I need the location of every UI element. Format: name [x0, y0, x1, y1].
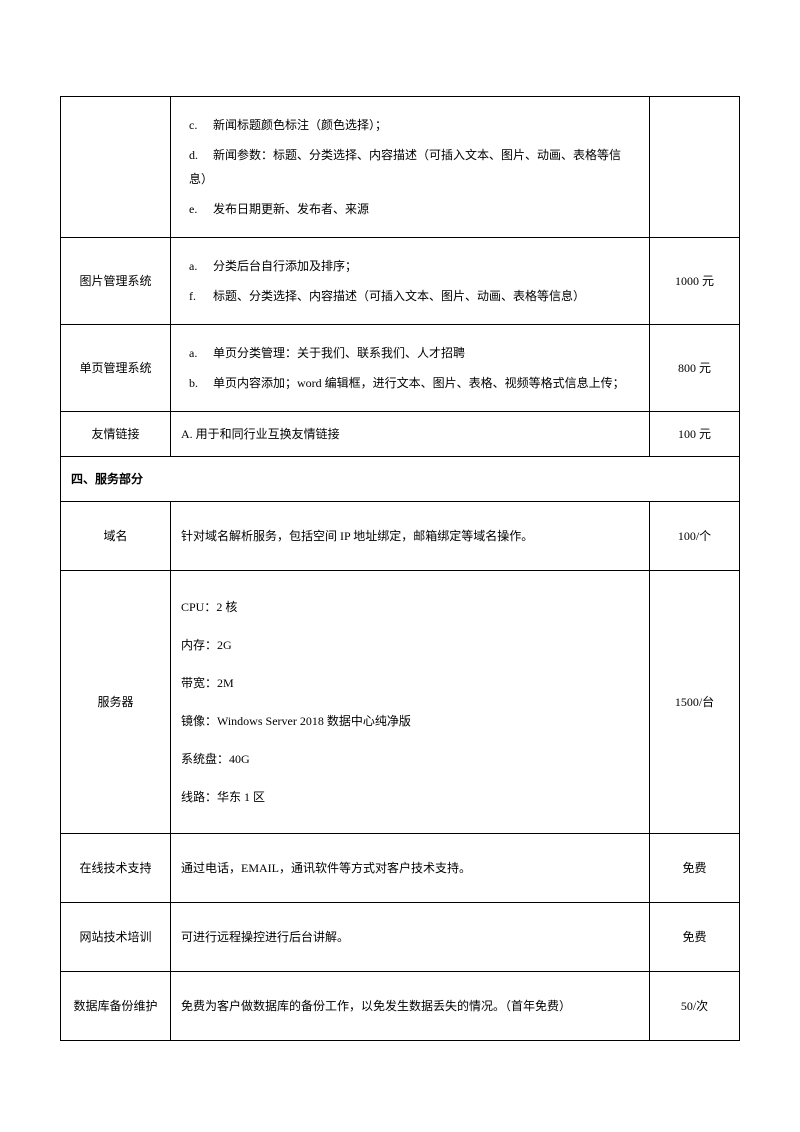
cell-description: c.新闻标题颜色标注（颜色选择）；d.新闻参数：标题、分类选择、内容描述（可插入… [171, 97, 650, 238]
table-row: 域名针对域名解析服务，包括空间 IP 地址绑定，邮箱绑定等域名操作。100/个 [61, 502, 740, 571]
cell-description: a.分类后台自行添加及排序；f.标题、分类选择、内容描述（可插入文本、图片、动画… [171, 238, 650, 325]
list-item: b.单页内容添加；word 编辑框，进行文本、图片、表格、视频等格式信息上传； [181, 371, 639, 395]
list-text: 分类后台自行添加及排序； [213, 259, 357, 273]
spec-line: 镜像：Windows Server 2018 数据中心纯净版 [181, 709, 639, 733]
cell-price [650, 97, 740, 238]
cell-description: 通过电话，EMAIL，通讯软件等方式对客户技术支持。 [171, 834, 650, 903]
list-item: f.标题、分类选择、内容描述（可插入文本、图片、动画、表格等信息） [181, 284, 639, 308]
cell-name: 单页管理系统 [61, 325, 171, 412]
pricing-table: c.新闻标题颜色标注（颜色选择）；d.新闻参数：标题、分类选择、内容描述（可插入… [60, 96, 740, 1041]
cell-description: A. 用于和同行业互换友情链接 [171, 412, 650, 457]
table-row: 数据库备份维护免费为客户做数据库的备份工作，以免发生数据丢失的情况。（首年免费）… [61, 972, 740, 1041]
list-letter: b. [189, 371, 213, 395]
cell-description: 免费为客户做数据库的备份工作，以免发生数据丢失的情况。（首年免费） [171, 972, 650, 1041]
cell-price: 免费 [650, 903, 740, 972]
table-row: 友情链接A. 用于和同行业互换友情链接100 元 [61, 412, 740, 457]
list-item: e.发布日期更新、发布者、来源 [181, 197, 639, 221]
list-letter: e. [189, 197, 213, 221]
cell-price: 100/个 [650, 502, 740, 571]
list-letter: c. [189, 113, 213, 137]
list-text: 新闻标题颜色标注（颜色选择）； [213, 118, 387, 132]
cell-price: 免费 [650, 834, 740, 903]
table-row: 图片管理系统a.分类后台自行添加及排序；f.标题、分类选择、内容描述（可插入文本… [61, 238, 740, 325]
cell-price: 1000 元 [650, 238, 740, 325]
list-item: a.分类后台自行添加及排序； [181, 254, 639, 278]
list-letter: f. [189, 284, 213, 308]
table-row: 服务器 CPU：2 核内存：2G 带宽：2M 镜像：Windows Server 20… [61, 571, 740, 834]
cell-name: 域名 [61, 502, 171, 571]
list-letter: d. [189, 143, 213, 167]
list-text: 单页内容添加；word 编辑框，进行文本、图片、表格、视频等格式信息上传； [213, 376, 625, 390]
cell-price: 100 元 [650, 412, 740, 457]
spec-line: 带宽：2M [181, 671, 639, 695]
cell-description: CPU：2 核内存：2G 带宽：2M 镜像：Windows Server 2018 … [171, 571, 650, 834]
spec-line: 内存：2G [181, 633, 639, 657]
spec-line: 系统盘：40G [181, 747, 639, 771]
cell-description: 可进行远程操控进行后台讲解。 [171, 903, 650, 972]
table-row: c.新闻标题颜色标注（颜色选择）；d.新闻参数：标题、分类选择、内容描述（可插入… [61, 97, 740, 238]
list-item: a.单页分类管理：关于我们、联系我们、人才招聘 [181, 341, 639, 365]
list-text: 单页分类管理：关于我们、联系我们、人才招聘 [213, 346, 465, 360]
list-item: c.新闻标题颜色标注（颜色选择）； [181, 113, 639, 137]
list-item: d.新闻参数：标题、分类选择、内容描述（可插入文本、图片、动画、表格等信息） [181, 143, 639, 191]
cell-name: 网站技术培训 [61, 903, 171, 972]
list-text: 发布日期更新、发布者、来源 [213, 202, 369, 216]
list-text: 标题、分类选择、内容描述（可插入文本、图片、动画、表格等信息） [213, 289, 585, 303]
cell-name: 数据库备份维护 [61, 972, 171, 1041]
table-row: 网站技术培训可进行远程操控进行后台讲解。免费 [61, 903, 740, 972]
cell-price: 50/次 [650, 972, 740, 1041]
cell-name [61, 97, 171, 238]
cell-name: 在线技术支持 [61, 834, 171, 903]
table-row: 单页管理系统a.单页分类管理：关于我们、联系我们、人才招聘b.单页内容添加；wo… [61, 325, 740, 412]
page: c.新闻标题颜色标注（颜色选择）；d.新闻参数：标题、分类选择、内容描述（可插入… [0, 0, 800, 1132]
list-text: 新闻参数：标题、分类选择、内容描述（可插入文本、图片、动画、表格等信息） [189, 148, 621, 186]
list-letter: a. [189, 254, 213, 278]
spec-line: 线路：华东 1 区 [181, 785, 639, 809]
table-row: 在线技术支持通过电话，EMAIL，通讯软件等方式对客户技术支持。免费 [61, 834, 740, 903]
cell-name: 图片管理系统 [61, 238, 171, 325]
cell-price: 1500/台 [650, 571, 740, 834]
cell-name: 友情链接 [61, 412, 171, 457]
cell-description: a.单页分类管理：关于我们、联系我们、人才招聘b.单页内容添加；word 编辑框… [171, 325, 650, 412]
cell-price: 800 元 [650, 325, 740, 412]
spec-line: CPU：2 核 [181, 595, 639, 619]
section-header: 四、服务部分 [61, 457, 740, 502]
cell-description: 针对域名解析服务，包括空间 IP 地址绑定，邮箱绑定等域名操作。 [171, 502, 650, 571]
cell-name: 服务器 [61, 571, 171, 834]
list-letter: a. [189, 341, 213, 365]
